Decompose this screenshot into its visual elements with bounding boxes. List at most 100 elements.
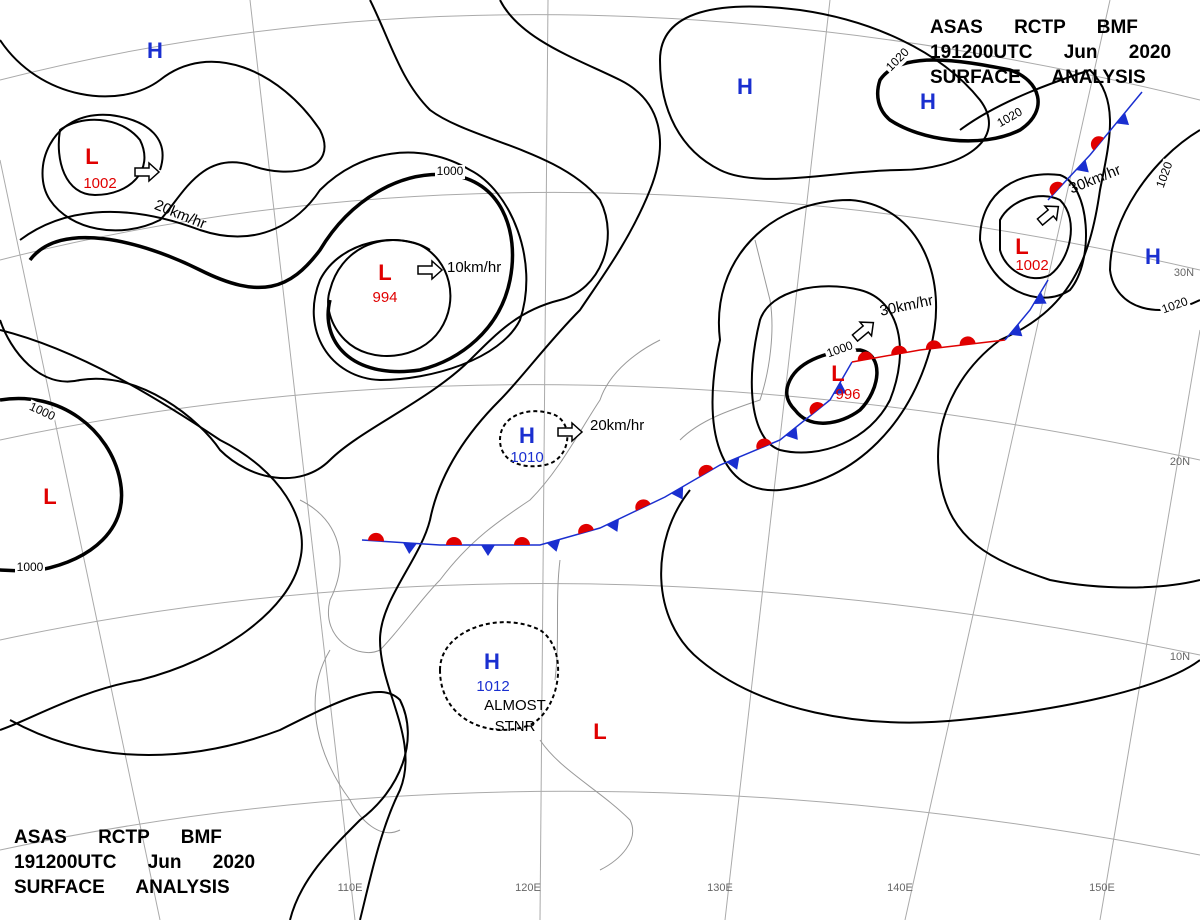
isobar-label-bg [882, 44, 914, 76]
cold-front-symbol [785, 426, 798, 440]
warm-front-symbol [857, 351, 874, 361]
header-top: ASAS RCTP BMF 191200UTC Jun 2020 SURFACE… [930, 17, 1171, 88]
grid-label: 30N [1174, 267, 1194, 279]
isobar-label: 1000 [17, 560, 44, 574]
pressure-symbol: L [43, 484, 56, 509]
fronts [361, 91, 1143, 556]
isobar [660, 489, 1200, 724]
isobar [0, 329, 303, 731]
cold-front-symbol [1075, 159, 1089, 173]
isobar [711, 198, 938, 492]
pressure-value: 1010 [510, 449, 543, 466]
front-line [851, 339, 1006, 363]
pressure-symbol: H [519, 423, 535, 448]
warm-front-symbol [891, 345, 908, 356]
warm-front-symbol [925, 340, 942, 350]
cold-front-symbol [726, 456, 740, 470]
header-line: 191200UTC Jun 2020 [930, 42, 1171, 63]
isobar [0, 0, 609, 480]
pressure-symbol: L [378, 260, 391, 285]
isobar [9, 691, 409, 920]
isobar [19, 151, 528, 382]
parallel [0, 790, 1200, 856]
meridian [724, 0, 831, 920]
cold-front-symbol [671, 486, 684, 500]
warm-front-symbol [1049, 181, 1064, 196]
pressure-value: 994 [372, 289, 397, 306]
cold-front-symbol [1116, 112, 1130, 125]
pressure-value: 1002 [83, 175, 116, 192]
coastline [299, 339, 661, 654]
warm-front-symbol [698, 464, 714, 477]
isobar-label-bg [25, 399, 59, 425]
cold-front-symbol [1033, 291, 1047, 304]
isobar-label-bg [1153, 158, 1177, 192]
isobar [1108, 129, 1200, 311]
pressure-value: 1002 [1015, 257, 1048, 274]
isobar-label: 1000 [437, 164, 464, 178]
grid-label: 110E [338, 882, 363, 894]
status-label: STNR [495, 718, 536, 735]
isobar-label-bg [993, 104, 1027, 132]
warm-front-symbol [446, 537, 462, 545]
isobar-label-bg [1158, 294, 1192, 318]
meridian [0, 159, 161, 920]
isobar-label-bg [435, 165, 465, 179]
pressure-value: 996 [835, 386, 860, 403]
coastlines [299, 239, 773, 871]
meridian [904, 0, 1111, 920]
header-bottom: ASAS RCTP BMF 191200UTC Jun 2020 SURFACE… [14, 827, 255, 898]
isobar [978, 173, 1087, 299]
pressure-symbol: H [920, 89, 936, 114]
parallel [0, 14, 1200, 101]
motion-label: 20km/hr [590, 417, 644, 434]
header-line: ASAS RCTP BMF [14, 827, 222, 848]
header-line: ASAS RCTP BMF [930, 17, 1138, 38]
warm-front-symbol [578, 523, 594, 535]
pressure-symbol: H [737, 74, 753, 99]
coastline [314, 649, 401, 834]
motion-arrow [1036, 205, 1060, 227]
isobar [750, 285, 901, 454]
cold-front-symbol [481, 545, 495, 556]
isobar [327, 239, 452, 357]
status-label: ALMOST [484, 697, 546, 714]
isobar-label-bg [15, 561, 45, 575]
parallel [0, 583, 1200, 656]
cold-front-symbol [1009, 323, 1023, 337]
cold-front-symbol [546, 539, 561, 552]
motion-arrow [557, 421, 584, 443]
grid-label: 20N [1170, 456, 1190, 468]
pressure-symbol: L [831, 361, 844, 386]
parallel [0, 384, 1200, 461]
warm-front-symbol [635, 499, 651, 511]
isobar [359, 0, 661, 920]
header-line: SURFACE ANALYSIS [14, 877, 230, 898]
meridian [539, 0, 549, 920]
isobar [999, 195, 1072, 280]
pressure-symbol: H [1145, 244, 1161, 269]
isobar [438, 621, 560, 731]
warm-front-symbol [756, 438, 772, 450]
header-line: 191200UTC Jun 2020 [14, 852, 255, 873]
meridian [249, 0, 356, 920]
front-line [1004, 279, 1049, 341]
cold-front-symbol [833, 381, 847, 394]
grid-label: 130E [707, 882, 733, 894]
pressure-symbol: L [593, 719, 606, 744]
grid-label: 10N [1170, 651, 1190, 663]
pressure-symbol: L [85, 144, 98, 169]
motion-arrow [417, 259, 444, 281]
motion-label: 10km/hr [447, 259, 501, 276]
pressure-symbol: H [147, 38, 163, 63]
coastline [554, 559, 561, 681]
isobar [876, 58, 1040, 143]
warm-front-symbol [514, 537, 530, 545]
isobar [57, 118, 146, 197]
warm-front-symbol [959, 336, 976, 346]
motion-arrow [851, 321, 875, 343]
